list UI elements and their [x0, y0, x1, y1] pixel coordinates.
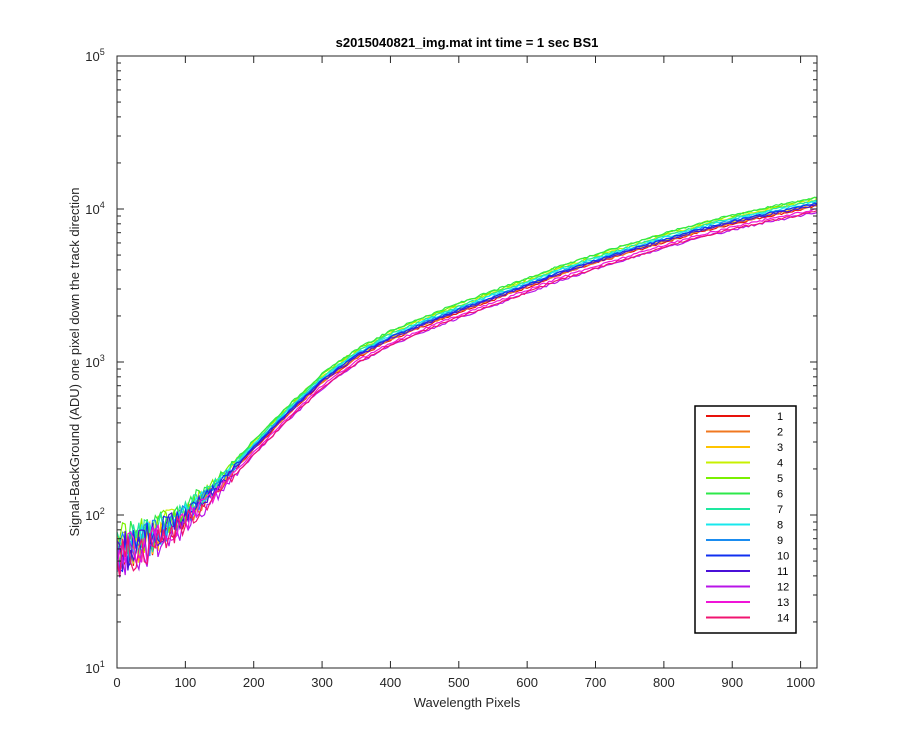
legend-label: 1	[777, 411, 783, 423]
x-tick-label: 100	[175, 675, 197, 690]
legend-label: 6	[777, 489, 783, 501]
chart-title: s2015040821_img.mat int time = 1 sec BS1	[336, 35, 599, 50]
legend-label: 5	[777, 473, 783, 485]
series-10-line	[116, 202, 818, 573]
x-tick-label: 900	[721, 675, 743, 690]
x-tick-label: 200	[243, 675, 265, 690]
legend-label: 7	[777, 504, 783, 516]
series-13-line	[116, 208, 817, 573]
legend-label: 12	[777, 582, 789, 594]
legend-label: 10	[777, 551, 789, 563]
x-tick-label: 700	[585, 675, 607, 690]
legend-label: 11	[777, 566, 788, 578]
x-axis-label: Wavelength Pixels	[414, 695, 521, 710]
y-tick-label: 105	[85, 47, 104, 64]
series-lines	[116, 196, 818, 578]
x-tick-label: 600	[516, 675, 538, 690]
legend-label: 14	[777, 613, 789, 625]
x-tick-labels: 0 100 200 300 400 500 600 700 800 900 1000	[113, 675, 815, 690]
series-11-line	[116, 203, 818, 571]
y-tick-label: 101	[85, 659, 104, 676]
legend-label: 2	[777, 427, 783, 439]
x-tick-label: 300	[311, 675, 333, 690]
y-tick-label: 104	[85, 200, 104, 217]
legend-box	[694, 405, 797, 634]
series-6-line	[116, 196, 817, 565]
x-tick-label: 500	[448, 675, 470, 690]
legend-label: 9	[777, 535, 783, 547]
y-tick-labels: 101 102 103 104 105	[85, 47, 104, 676]
x-tick-label: 400	[380, 675, 402, 690]
legend-label: 13	[777, 597, 789, 609]
x-tick-label: 0	[113, 675, 120, 690]
legend-label: 4	[777, 458, 783, 470]
legend-label: 3	[777, 442, 783, 454]
y-axis-label: Signal-BackGround (ADU) one pixel down t…	[67, 187, 82, 536]
x-tick-label: 800	[653, 675, 675, 690]
legend-label: 8	[777, 520, 783, 532]
y-tick-label: 103	[85, 353, 104, 370]
x-tick-label: 1000	[786, 675, 815, 690]
plot-frame	[116, 55, 818, 669]
y-tick-label: 102	[85, 506, 104, 523]
axes	[116, 55, 817, 669]
series-14-line	[116, 210, 818, 577]
